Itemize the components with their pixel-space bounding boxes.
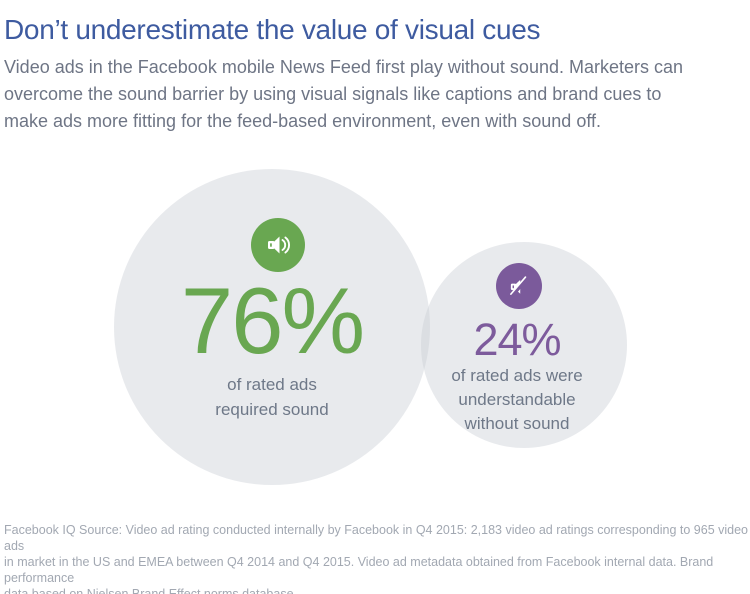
intro-line-3: make ads more fitting for the feed-based… <box>4 111 602 131</box>
sound-muted-icon <box>496 263 542 309</box>
sound-on-icon <box>251 218 305 272</box>
small-bubble-label: of rated ads were understandable without… <box>414 364 620 436</box>
large-bubble-label-line-2: required sound <box>215 400 329 419</box>
small-bubble-label-line-1: of rated ads were <box>451 366 583 385</box>
intro-line-2: overcome the sound barrier by using visu… <box>4 84 662 104</box>
source-line-3: data based on Nielsen Brand Effect norms… <box>4 587 298 594</box>
source-line-2: in market in the US and EMEA between Q4 … <box>4 555 714 585</box>
small-bubble-label-line-2: understandable <box>458 390 576 409</box>
small-bubble-value: 24% <box>473 314 561 365</box>
large-bubble-label: of rated ads required sound <box>114 372 430 422</box>
source-note: Facebook IQ Source: Video ad rating cond… <box>4 522 750 594</box>
small-bubble-label-line-3: without sound <box>464 414 570 433</box>
intro-paragraph: Video ads in the Facebook mobile News Fe… <box>4 54 683 135</box>
intro-line-1: Video ads in the Facebook mobile News Fe… <box>4 57 684 77</box>
speaker-muted-icon <box>510 276 529 297</box>
page-title: Don’t underestimate the value of visual … <box>4 14 541 45</box>
source-line-1: Facebook IQ Source: Video ad rating cond… <box>4 523 749 553</box>
large-bubble-value: 76% <box>180 268 365 373</box>
speaker-icon <box>268 236 290 254</box>
large-bubble-label-line-1: of rated ads <box>227 375 317 394</box>
